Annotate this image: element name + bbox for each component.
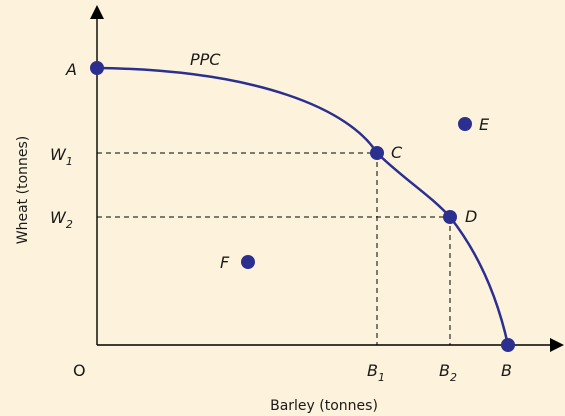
label-e: E	[479, 115, 490, 134]
ppc-curve	[96, 66, 510, 346]
point-e	[458, 117, 472, 131]
label-d: D	[465, 207, 477, 226]
x-axis-title: Barley (tonnes)	[270, 398, 378, 414]
label-ppc: PPC	[190, 50, 221, 69]
label-a: A	[65, 60, 77, 79]
y-axis-title: Wheat (tonnes)	[15, 136, 31, 244]
tick-w1: W1	[50, 145, 73, 168]
label-c: C	[391, 143, 403, 162]
point-b	[501, 338, 515, 352]
point-a	[90, 61, 104, 75]
label-b-axis: B	[501, 361, 512, 380]
tick-b2: B2	[439, 361, 457, 384]
point-c	[370, 146, 384, 160]
label-origin: O	[73, 361, 86, 380]
label-f: F	[220, 253, 230, 272]
point-d	[443, 210, 457, 224]
tick-w2: W2	[50, 208, 73, 231]
point-f	[241, 255, 255, 269]
tick-b1: B1	[367, 361, 385, 384]
